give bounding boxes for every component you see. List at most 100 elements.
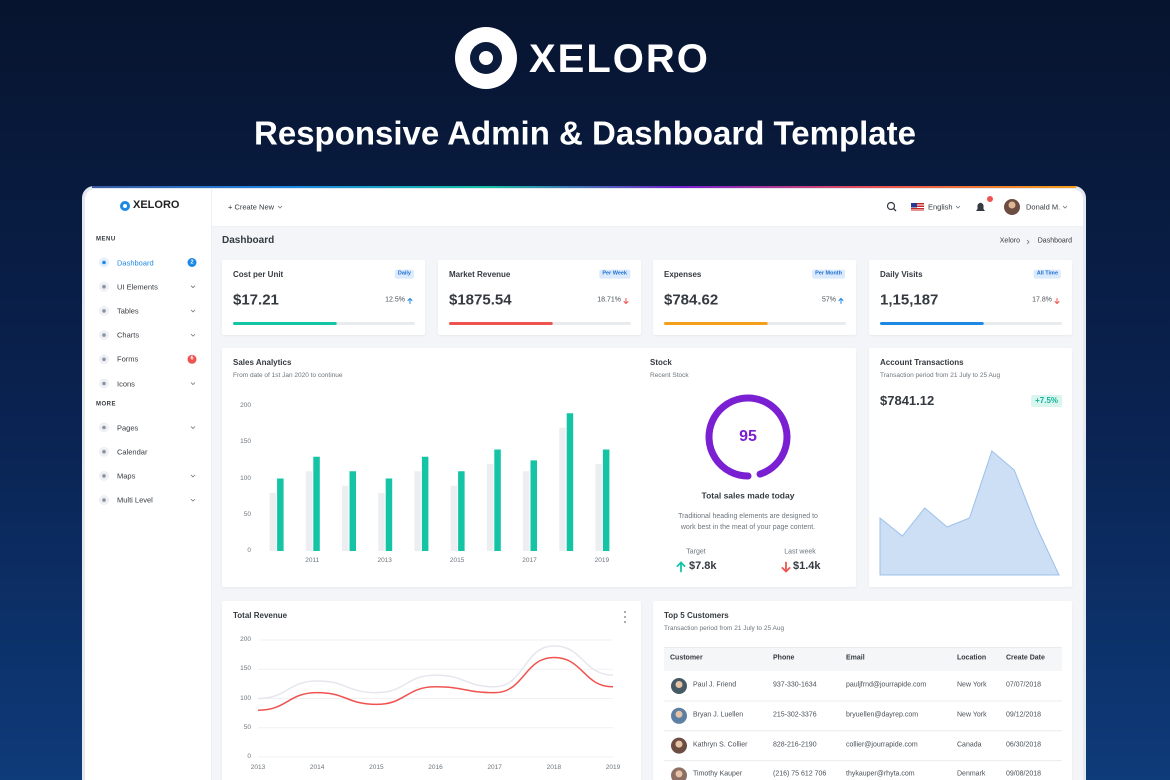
bar [602, 449, 610, 551]
table-cell: New York [957, 681, 987, 689]
menu-item: Icons [117, 378, 135, 388]
x-tick-label: 2011 [305, 556, 320, 564]
stat-change: 57% [821, 296, 836, 304]
menu-icon-dot [102, 425, 106, 430]
table-cell: 828-216-2190 [773, 741, 817, 749]
y-tick-label: 100 [240, 694, 251, 702]
x-tick-label: 2016 [428, 763, 443, 771]
search-handle [893, 208, 897, 212]
page-title: Dashboard [222, 234, 275, 246]
user-name: Donald M. [1026, 202, 1061, 212]
table-header: Customer [670, 654, 703, 662]
hero-tagline: Responsive Admin & Dashboard Template [254, 114, 916, 152]
x-tick-label: 2019 [594, 556, 610, 564]
table-cell: Paul J. Friend [693, 681, 737, 689]
bar [486, 464, 494, 551]
x-tick-label: 2018 [546, 763, 562, 771]
y-tick-label: 150 [240, 438, 251, 446]
table-cell: 937-330-1634 [773, 681, 817, 689]
stat-title: Daily Visits [880, 270, 923, 279]
stat-badge: Per Month [812, 269, 845, 279]
chevron [190, 333, 196, 337]
menu-item: Forms [117, 354, 139, 364]
card-title: Total Revenue [233, 611, 288, 620]
bar [305, 471, 313, 551]
stat-badge: Per Week [599, 269, 630, 279]
bar [313, 456, 320, 551]
line [257, 645, 614, 700]
table-cell: 09/08/2018 [1006, 771, 1042, 779]
trend-arrow [838, 297, 844, 304]
menu-item: UI Elements [117, 282, 158, 291]
bar [523, 471, 530, 551]
bar [277, 478, 284, 551]
sales-card [222, 348, 856, 587]
search-icon [886, 201, 896, 211]
frame-accent [92, 186, 1076, 188]
y-tick-label: 50 [243, 723, 251, 731]
menu-icon-dot [102, 333, 106, 337]
menu-icon-dot [102, 284, 106, 289]
create-new: + Create New [228, 202, 275, 212]
stock-heading: Total sales made today [701, 490, 795, 501]
stat-value: 1,15,187 [880, 291, 939, 309]
table-cell: Denmark [957, 771, 986, 779]
progress-bar [880, 322, 984, 325]
stat-badge: Daily [394, 269, 414, 279]
chevron [1062, 205, 1068, 209]
menu-badge [187, 258, 197, 267]
customers-card [653, 601, 1072, 780]
area [879, 450, 1060, 576]
x-tick-label: 2013 [377, 556, 392, 564]
table-cell: pauljfrnd@jourrapide.com [846, 681, 927, 689]
bar [450, 485, 458, 551]
customer-face [675, 710, 683, 718]
y-tick-label: 50 [243, 510, 251, 518]
transactions-change: +7.5% [1031, 395, 1062, 407]
progress-bar [233, 322, 337, 325]
y-tick-label: 0 [247, 752, 251, 760]
menu-item: Charts [117, 330, 140, 340]
stat-value: $17.21 [233, 291, 279, 309]
customer-face [675, 770, 683, 778]
x-tick-label: 2015 [449, 556, 465, 564]
x-tick-label: 2015 [369, 763, 384, 771]
table-header: Email [846, 654, 865, 662]
stat-value: $1875.54 [449, 291, 512, 309]
menu-dot [624, 611, 626, 613]
stat-title: Market Revenue [449, 270, 511, 279]
menu-icon-dot [102, 474, 106, 478]
hero-brand: XELORO [529, 37, 710, 81]
target-value: $7.8k [689, 560, 717, 573]
line [257, 656, 614, 711]
table-cell: 215-302-3376 [773, 711, 817, 719]
bar [349, 471, 356, 551]
customer-face [675, 681, 683, 688]
progress-bar [449, 322, 553, 325]
card-title: Stock [650, 358, 672, 367]
chevron [277, 205, 283, 209]
table-cell: thykauper@rhyta.com [846, 771, 915, 779]
table-cell: Canada [957, 741, 982, 749]
table-cell: collier@jourrapide.com [846, 741, 918, 749]
flag-stripe [911, 209, 924, 211]
x-tick-label: 2017 [487, 763, 502, 771]
card-title: Sales Analytics [233, 358, 292, 367]
bar [566, 413, 574, 551]
flag-stripe [911, 207, 924, 208]
y-tick-label: 100 [240, 474, 251, 482]
table-header: Phone [773, 654, 795, 662]
table-cell: New York [957, 711, 987, 719]
menu-icon-dot [102, 381, 106, 386]
menu-badge-text: 6 [190, 355, 194, 362]
table-header: Create Date [1006, 654, 1045, 662]
transactions-amount: $7841.12 [880, 392, 935, 408]
menu-heading: MORE [96, 401, 116, 408]
card-subtitle: Transaction period from 21 July to 25 Au… [880, 371, 1001, 379]
menu-dot [624, 621, 626, 623]
table-header-bg [664, 647, 1062, 671]
x-tick-label: 2014 [309, 763, 325, 771]
table-cell: Timothy Kauper [693, 771, 743, 779]
